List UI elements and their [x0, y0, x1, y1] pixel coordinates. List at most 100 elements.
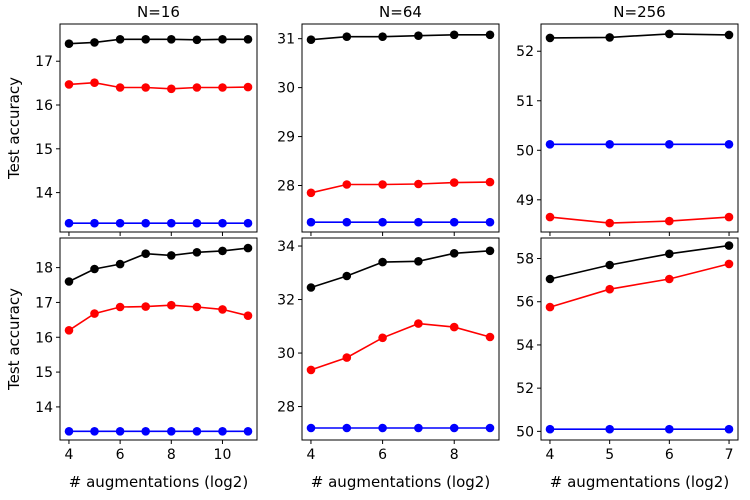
x-axis-label: # augmentations (log2) — [69, 473, 248, 491]
y-tick-label: 15 — [35, 365, 53, 381]
data-point — [306, 283, 316, 292]
data-point — [378, 180, 387, 189]
data-point — [378, 257, 387, 267]
data-point — [306, 217, 316, 227]
data-point — [605, 218, 614, 228]
subplot-2: 28 29 30 31 N=64 — [277, 3, 500, 236]
data-point — [306, 35, 316, 44]
data-point — [605, 260, 614, 270]
data-point — [414, 423, 423, 433]
data-point — [141, 218, 150, 228]
y-tick-label: 50 — [516, 143, 534, 159]
y-tick-label: 30 — [277, 81, 295, 97]
data-point — [342, 353, 352, 362]
series-line — [549, 244, 730, 280]
x-tick-label: 8 — [167, 447, 176, 463]
series-2 — [545, 212, 734, 228]
data-point — [342, 180, 352, 189]
y-tick-label: 52 — [516, 44, 534, 60]
data-point — [192, 83, 202, 92]
series-1 — [64, 243, 253, 286]
data-point — [243, 427, 253, 436]
data-point — [141, 83, 150, 92]
data-point — [378, 333, 387, 343]
data-point — [414, 31, 423, 40]
data-point — [90, 218, 99, 228]
y-axis-label: Test accuracy — [5, 288, 23, 391]
series-line — [310, 250, 491, 289]
y-tick-label: 54 — [516, 338, 534, 354]
series-3 — [64, 218, 253, 228]
data-point — [167, 35, 176, 44]
series-1 — [545, 241, 734, 284]
data-point — [449, 249, 459, 258]
y-tick-label: 29 — [277, 130, 295, 146]
data-point — [665, 424, 674, 434]
y-tick-label: 32 — [277, 293, 295, 309]
subplot-1: 14 15 16 17 N=16 Test accuracy — [5, 3, 258, 236]
data-point — [724, 30, 734, 40]
data-point — [64, 326, 74, 335]
data-point — [243, 35, 253, 44]
data-point — [167, 218, 176, 228]
data-point — [115, 427, 125, 436]
data-point — [545, 140, 555, 149]
series-2 — [306, 177, 495, 198]
y-tick-label: 34 — [277, 239, 295, 255]
data-point — [414, 319, 423, 328]
subplot-grid: 14 15 16 17 N=16 Test accuracy 28 29 30 31 N=64 49 5… — [5, 3, 739, 491]
y-tick-label: 51 — [516, 94, 534, 110]
data-point — [485, 177, 495, 187]
y-tick-label: 56 — [516, 295, 534, 311]
x-axis-label: # augmentations (log2) — [311, 473, 490, 491]
x-axis-label: # augmentations (log2) — [550, 473, 729, 491]
data-point — [342, 217, 352, 227]
data-point — [167, 427, 176, 436]
y-tick-label: 15 — [35, 142, 53, 158]
y-tick-label: 14 — [35, 400, 53, 416]
y-tick-label: 16 — [35, 98, 53, 114]
data-point — [115, 259, 125, 269]
series-3 — [64, 427, 253, 436]
data-point — [218, 35, 227, 44]
data-point — [342, 271, 352, 281]
y-tick-label: 52 — [516, 381, 534, 397]
data-point — [485, 423, 495, 433]
data-point — [167, 300, 176, 310]
data-point — [665, 140, 674, 149]
data-point — [192, 302, 202, 312]
data-point — [545, 302, 555, 312]
data-point — [243, 218, 253, 228]
data-point — [724, 241, 734, 250]
y-tick-label: 16 — [35, 330, 53, 346]
series-3 — [545, 140, 734, 149]
data-point — [115, 302, 125, 312]
y-tick-label: 30 — [277, 346, 295, 362]
y-tick-label: 28 — [277, 179, 295, 195]
data-point — [243, 311, 253, 321]
data-point — [64, 218, 74, 228]
data-point — [449, 423, 459, 433]
x-tick-label: 4 — [545, 447, 554, 463]
data-point — [665, 274, 674, 284]
subplot-title: N=64 — [379, 3, 422, 21]
data-point — [167, 251, 176, 260]
x-tick-label: 6 — [378, 447, 387, 463]
data-point — [665, 29, 674, 39]
subplot-title: N=256 — [613, 3, 665, 21]
subplot-3: 49 50 51 52 N=256 — [516, 3, 739, 236]
data-point — [115, 35, 125, 44]
data-point — [724, 259, 734, 269]
data-point — [665, 249, 674, 259]
data-point — [485, 30, 495, 40]
series-line — [310, 33, 490, 41]
data-point — [90, 427, 99, 436]
data-point — [485, 246, 495, 256]
data-point — [90, 309, 99, 318]
data-point — [192, 248, 202, 257]
data-point — [449, 178, 459, 187]
data-point — [243, 243, 253, 253]
data-point — [414, 217, 423, 227]
data-point — [605, 33, 614, 42]
series-2 — [64, 78, 253, 94]
